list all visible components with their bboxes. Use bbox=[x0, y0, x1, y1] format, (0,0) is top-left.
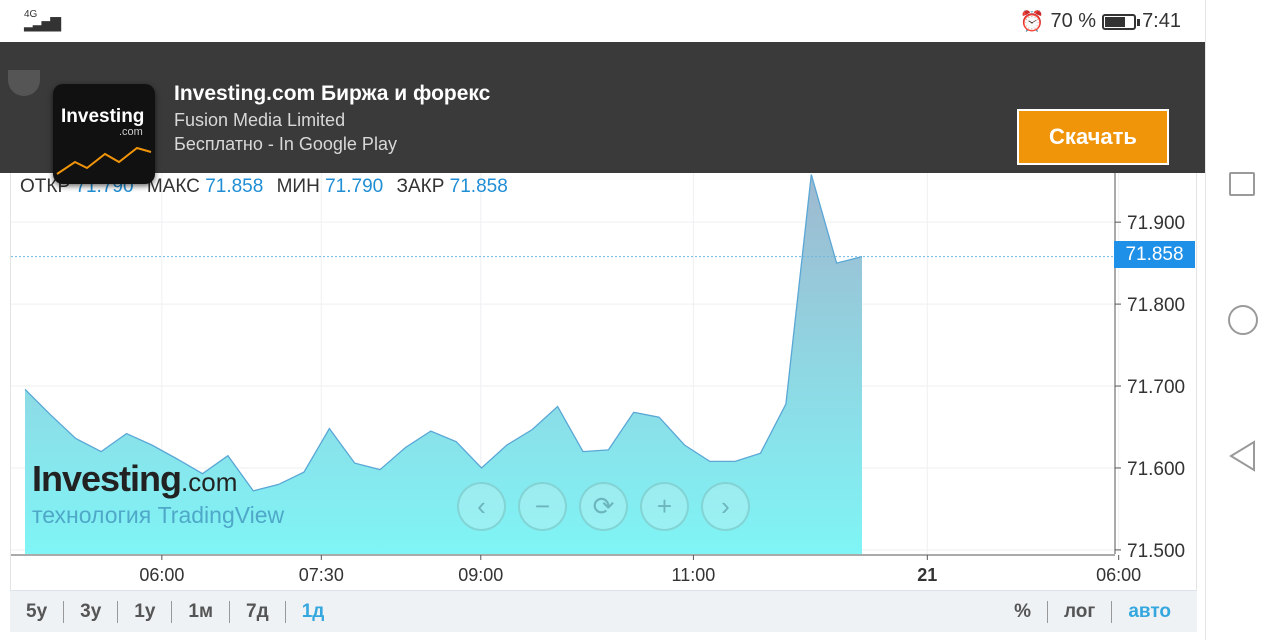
recents-button[interactable] bbox=[1229, 172, 1255, 196]
watermark-logo-suffix: .com bbox=[181, 467, 238, 497]
reset-button[interactable]: ⟳ bbox=[579, 482, 628, 531]
ad-banner[interactable]: Investing .com Investing.com Биржа и фор… bbox=[0, 42, 1205, 184]
range-button-5[interactable]: 1д bbox=[301, 600, 325, 622]
scale-button-2[interactable]: авто bbox=[1128, 600, 1171, 622]
range-buttons: 5у 3у 1у 1м 7д 1д bbox=[10, 600, 340, 623]
signal-icon: 4G ▂▃▅▇ bbox=[24, 9, 61, 31]
x-tick-label: 06:00 bbox=[1096, 565, 1141, 585]
series-line bbox=[24, 174, 863, 492]
range-button-2[interactable]: 1у bbox=[118, 600, 173, 623]
range-button-3[interactable]: 1м bbox=[172, 600, 231, 623]
range-button-1[interactable]: 3у bbox=[64, 600, 119, 623]
app-icon[interactable]: Investing .com bbox=[53, 84, 155, 184]
x-tick-label: 07:30 bbox=[299, 565, 344, 585]
close-label: ЗАКР bbox=[396, 176, 445, 197]
battery-icon bbox=[1102, 13, 1141, 30]
ad-app-name: Investing.com Биржа и форекс bbox=[174, 82, 491, 105]
high-value: 71.858 bbox=[205, 176, 264, 197]
alarm-icon: ⏰ bbox=[1019, 11, 1045, 33]
low-value: 71.790 bbox=[325, 176, 384, 197]
y-tick-label: 71.900 bbox=[1127, 213, 1185, 234]
range-button-4[interactable]: 7д bbox=[230, 600, 286, 623]
y-tick-label: 71.800 bbox=[1127, 295, 1185, 316]
y-tick-label: 71.700 bbox=[1127, 377, 1185, 398]
close-value: 71.858 bbox=[449, 176, 508, 197]
trend-line-icon bbox=[56, 146, 152, 175]
zoom-in-button[interactable]: + bbox=[640, 482, 689, 531]
download-button[interactable]: Скачать bbox=[1017, 109, 1169, 165]
current-price-tag: 71.858 bbox=[1114, 241, 1195, 268]
zoom-out-button[interactable]: − bbox=[518, 482, 567, 531]
chart-controls: ‹ − ⟳ + › bbox=[457, 482, 750, 531]
network-type: 4G bbox=[24, 9, 38, 20]
watermark-subtitle: технология TradingView bbox=[32, 502, 285, 528]
battery-percent: 70 % bbox=[1050, 10, 1097, 32]
y-tick-label: 71.600 bbox=[1127, 459, 1185, 480]
app-icon-text: Investing bbox=[61, 106, 145, 127]
home-button[interactable] bbox=[1228, 305, 1258, 335]
watermark: Investing.com технология TradingView bbox=[32, 458, 284, 529]
status-indicators: ⏰ 70 % 7:41 bbox=[1020, 9, 1181, 34]
back-button[interactable] bbox=[1228, 440, 1258, 472]
area-fill bbox=[25, 174, 862, 554]
ad-close-button[interactable] bbox=[8, 70, 40, 96]
high-label: МАКС bbox=[146, 176, 200, 197]
clock: 7:41 bbox=[1142, 10, 1181, 32]
scroll-right-button[interactable]: › bbox=[701, 482, 750, 531]
x-tick-label: 21 bbox=[917, 565, 937, 585]
ad-publisher: Fusion Media Limited bbox=[174, 110, 346, 130]
x-tick-label: 09:00 bbox=[458, 565, 503, 585]
scale-button-1[interactable]: лог bbox=[1048, 600, 1113, 623]
scroll-left-button[interactable]: ‹ bbox=[457, 482, 506, 531]
range-bar: 5у 3у 1у 1м 7д 1д % лог авто bbox=[10, 590, 1197, 632]
scale-button-0[interactable]: % bbox=[998, 600, 1048, 623]
watermark-logo: Investing bbox=[32, 458, 182, 499]
app-icon-suffix: .com bbox=[119, 126, 143, 138]
ad-price-line: Бесплатно - In Google Play bbox=[174, 134, 397, 154]
x-tick-label: 06:00 bbox=[139, 565, 184, 585]
scale-buttons: % лог авто bbox=[998, 600, 1197, 623]
y-tick-label: 71.500 bbox=[1127, 541, 1185, 562]
system-nav-bar bbox=[1205, 0, 1280, 640]
status-bar: 4G ▂▃▅▇ ⏰ 70 % 7:41 bbox=[0, 0, 1205, 42]
range-button-0[interactable]: 5у bbox=[10, 600, 65, 623]
x-tick-label: 11:00 bbox=[672, 565, 716, 585]
low-label: МИН bbox=[276, 176, 320, 197]
